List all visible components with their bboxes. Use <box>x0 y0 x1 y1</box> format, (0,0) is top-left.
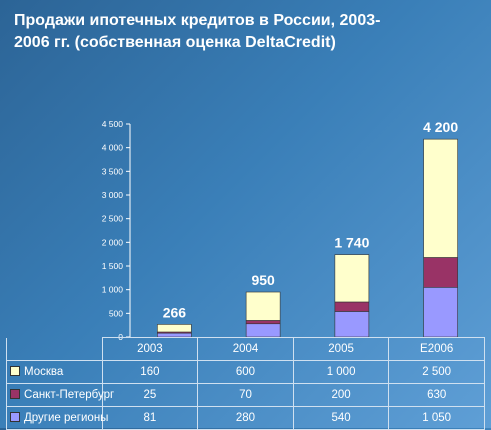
bar-segment <box>334 311 370 338</box>
y-tick-label: 1 500 <box>102 261 124 271</box>
data-value: 1 050 <box>388 406 485 430</box>
bar-total-label: 950 <box>251 272 275 288</box>
chart-title: Продажи ипотечных кредитов в России, 200… <box>14 12 381 51</box>
data-value: 280 <box>197 406 294 430</box>
y-tick-label: 2 500 <box>102 214 124 224</box>
bar-segment <box>157 324 192 333</box>
series-name: Санкт-Петербург <box>24 389 115 401</box>
y-tick-label: 500 <box>109 308 123 318</box>
bar-total-label: 1 740 <box>334 235 369 251</box>
bar-segment <box>245 320 281 325</box>
data-table-row: Санкт-Петербург 25 70 200 630 <box>6 383 485 407</box>
data-value: 2 500 <box>388 360 485 384</box>
series-legend-cell: Москва <box>6 360 103 384</box>
data-value: 25 <box>101 383 199 407</box>
data-value: 630 <box>388 383 485 407</box>
category-label: 2005 <box>292 337 390 361</box>
bar-total-label: 4 200 <box>423 119 458 135</box>
data-value: 600 <box>197 360 294 384</box>
category-label: 2003 <box>101 337 199 361</box>
data-value: 160 <box>101 360 199 384</box>
data-value: 1 000 <box>292 360 390 384</box>
legend-swatch <box>10 412 20 422</box>
series-legend-cell: Другие регионы <box>6 406 108 430</box>
data-value: 70 <box>197 383 294 407</box>
category-label: E2006 <box>388 337 485 361</box>
bar-segment <box>423 257 458 288</box>
y-tick-label: 3 000 <box>102 190 124 200</box>
bar-segment <box>334 254 370 303</box>
data-value: 200 <box>292 383 390 407</box>
data-table-row: Москва 160 600 1 000 2 500 <box>6 360 485 384</box>
bar-segment <box>245 323 281 338</box>
bar-segment <box>245 291 281 321</box>
y-tick-label: 1 000 <box>102 285 124 295</box>
data-value: 540 <box>292 406 390 430</box>
bar-segment <box>423 138 458 258</box>
data-table-header-row: 2003 2004 2005 E2006 <box>6 337 485 361</box>
category-label: 2004 <box>197 337 294 361</box>
y-tick-label: 4 500 <box>102 119 124 129</box>
legend-swatch <box>10 366 20 376</box>
bar-segment <box>423 286 458 338</box>
data-table-row: Другие регионы 81 280 540 1 050 <box>6 406 485 430</box>
series-name: Москва <box>24 366 64 378</box>
bar-total-label: 266 <box>163 304 187 320</box>
y-tick-label: 3 500 <box>102 166 124 176</box>
y-tick-label: 4 000 <box>102 143 124 153</box>
series-legend-cell: Санкт-Петербург <box>6 383 114 407</box>
bar-segment <box>334 301 370 312</box>
data-table-corner <box>6 337 103 361</box>
series-name: Другие регионы <box>24 412 109 424</box>
data-value: 81 <box>101 406 199 430</box>
legend-swatch <box>10 389 20 399</box>
y-tick-label: 2 000 <box>102 237 124 247</box>
data-table: 2003 2004 2005 E2006 Москва 160 600 1 00… <box>6 337 485 430</box>
